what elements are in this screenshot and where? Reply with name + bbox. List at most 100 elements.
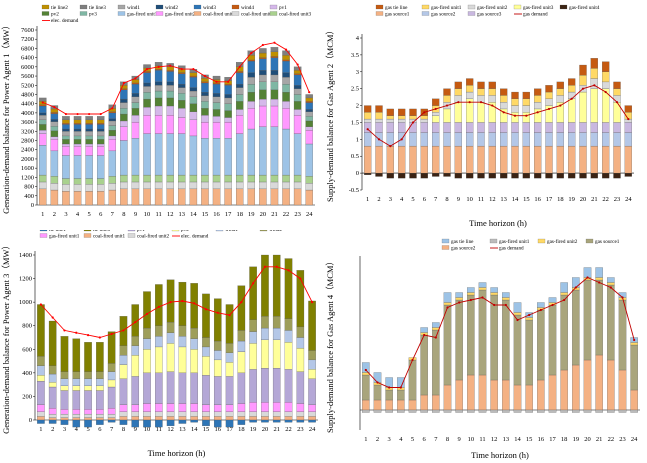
bar-segment xyxy=(213,350,222,361)
bar-segment xyxy=(305,101,313,103)
bar-segment xyxy=(96,409,104,415)
bar-segment xyxy=(296,416,305,421)
x-tick-label: 22 xyxy=(602,196,609,203)
y-axis-title: Supply-demand balance for Gas Agent 4（MC… xyxy=(325,257,335,433)
bar-segment xyxy=(270,126,279,176)
bar-segment xyxy=(224,94,232,99)
bar-segment xyxy=(143,72,151,84)
bar-segment xyxy=(166,416,175,421)
x-tick-label: 8 xyxy=(122,211,125,218)
bar-segment xyxy=(247,59,256,62)
bar-segment xyxy=(166,66,174,71)
bar-segment xyxy=(131,138,140,176)
bar-segment xyxy=(84,413,92,418)
bar-segment xyxy=(296,326,305,338)
demand-point xyxy=(516,318,519,322)
bar-segment xyxy=(398,108,406,116)
bar-segment xyxy=(432,409,440,413)
bar-segment xyxy=(178,73,186,85)
bar-segment xyxy=(362,374,370,401)
bar-segment xyxy=(85,116,93,120)
bar-segment xyxy=(282,55,290,61)
legend-swatch xyxy=(259,230,268,232)
bar-segment xyxy=(131,108,140,116)
legend-swatch xyxy=(79,11,88,16)
bar-segment xyxy=(178,133,186,176)
legend-label: gas demand xyxy=(523,12,548,18)
bar-segment xyxy=(490,292,498,296)
bar-segment xyxy=(166,403,175,412)
bar-segment xyxy=(560,369,568,411)
bar-segment xyxy=(408,409,417,413)
x-tick-label: 13 xyxy=(179,426,186,433)
bar-segment xyxy=(261,327,269,340)
bar-segment xyxy=(556,88,564,96)
bar-segment xyxy=(537,302,545,308)
bar-segment xyxy=(259,188,267,206)
bar-segment xyxy=(178,83,186,88)
bar-segment xyxy=(284,342,293,370)
legend-swatch xyxy=(537,238,546,244)
x-tick-label: 24 xyxy=(631,436,638,443)
bar-segment xyxy=(143,411,151,417)
bar-segment xyxy=(534,102,542,110)
bar-segment xyxy=(270,57,279,71)
bar-segment xyxy=(272,339,281,369)
demand-point xyxy=(615,101,619,104)
y-tick-label: 4 xyxy=(356,35,360,42)
bar-segment xyxy=(96,191,105,206)
bar-segment xyxy=(249,419,257,423)
demand-point xyxy=(377,138,381,141)
bar-segment xyxy=(409,115,417,120)
legend-label: wind1 xyxy=(225,230,238,233)
legend-swatch xyxy=(83,233,92,238)
demand-point xyxy=(98,336,101,339)
bar-segment xyxy=(259,52,267,58)
bar-segment xyxy=(385,409,393,413)
demand-point xyxy=(275,265,278,268)
bar-segment xyxy=(212,174,221,183)
bar-segment xyxy=(500,122,508,133)
legend-swatch xyxy=(269,11,278,16)
bar-segment xyxy=(364,172,372,175)
bar-segment xyxy=(143,188,151,206)
bar-segment xyxy=(513,314,522,386)
x-tick-label: 12 xyxy=(489,196,496,203)
demand-point xyxy=(180,68,183,71)
bar-segment xyxy=(282,59,290,62)
bar-segment xyxy=(39,130,47,134)
bar-segment xyxy=(120,140,128,176)
bar-segment xyxy=(166,90,174,99)
bar-segment xyxy=(37,380,45,405)
bar-segment xyxy=(572,364,580,411)
legend-swatch xyxy=(83,230,92,232)
bar-segment xyxy=(572,277,580,288)
demand-point xyxy=(586,276,589,279)
demand-point xyxy=(227,80,230,83)
bar-segment xyxy=(154,105,163,116)
bar-segment xyxy=(154,181,163,190)
bar-segment xyxy=(478,282,487,288)
legend-label: coal-fired unit2 xyxy=(137,233,170,240)
x-tick-label: 1 xyxy=(364,436,367,443)
x-tick-label: 1 xyxy=(39,426,42,433)
x-tick-label: 6 xyxy=(98,426,102,433)
bar-segment xyxy=(108,176,117,184)
bar-segment xyxy=(190,338,198,350)
bar-segment xyxy=(189,75,198,78)
legend-label: elec. demand xyxy=(181,234,209,240)
x-tick-label: 23 xyxy=(297,426,304,433)
bar-segment xyxy=(293,188,302,206)
demand-point xyxy=(513,114,517,117)
demand-point xyxy=(88,112,91,116)
bar-segment xyxy=(247,181,256,190)
x-tick-label: 21 xyxy=(596,436,603,443)
bar-segment xyxy=(237,403,246,412)
bar-segment xyxy=(454,88,462,96)
bar-segment xyxy=(534,95,542,103)
bar-segment xyxy=(131,79,140,84)
bar-segment xyxy=(154,133,163,176)
bar-segment xyxy=(131,96,140,103)
bar-segment xyxy=(143,416,151,421)
bar-segment xyxy=(284,402,293,412)
